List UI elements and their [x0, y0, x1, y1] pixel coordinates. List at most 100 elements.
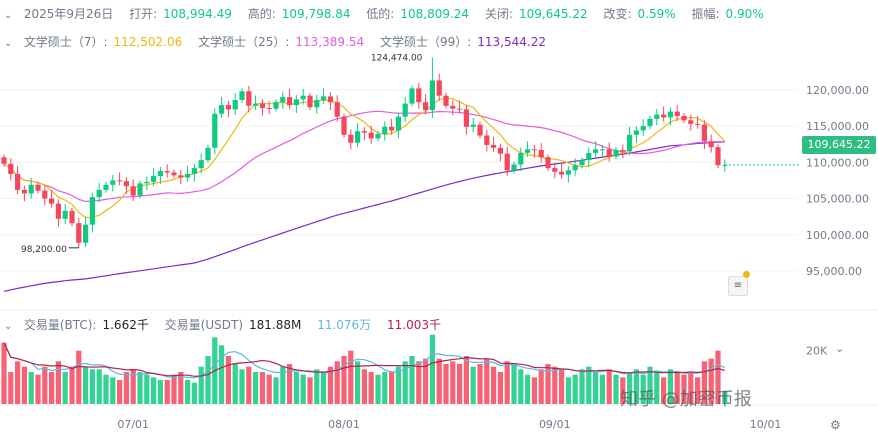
candle-body [627, 134, 633, 152]
ma7-line [3, 97, 726, 219]
volume-bar [409, 356, 415, 404]
candle-body [395, 116, 401, 131]
fold-icon[interactable]: ⌄ [835, 342, 845, 355]
volume-bar [287, 364, 293, 404]
candle-body [307, 95, 313, 108]
candle-body [83, 224, 89, 243]
candle-body [552, 168, 558, 172]
volume-bar [647, 366, 653, 404]
close-value: 109,645.22 [518, 7, 588, 21]
volume-bar [654, 372, 660, 404]
candle-body [253, 103, 259, 106]
low-value: 108,809.24 [400, 7, 470, 21]
candle-body [647, 118, 653, 127]
y-tick-label: 100,000.00 [806, 229, 869, 242]
volume-bar [103, 374, 109, 404]
chevron-down-icon[interactable]: ⌄ [4, 321, 13, 332]
volume-bar [722, 390, 728, 404]
volume-bar [164, 380, 170, 404]
volume-bar [382, 372, 388, 404]
volume-bar [613, 374, 619, 404]
candle-body [504, 153, 510, 171]
volume-bar [334, 361, 340, 404]
candle-body [144, 181, 150, 184]
candle-body [579, 160, 585, 166]
scroll-left-icon[interactable]: ‹ [2, 366, 7, 379]
candle-body [525, 149, 531, 153]
volume-tick-label: 20K [806, 345, 828, 358]
candle-body [361, 131, 367, 133]
ma99-line [3, 141, 725, 292]
candle-body [586, 152, 592, 161]
candle-body [348, 134, 354, 143]
candle-body [21, 189, 27, 194]
candle-body [593, 149, 599, 153]
volume-usdt-value: 181.88M [249, 318, 302, 332]
volume-bar [219, 345, 225, 404]
candle-body [416, 88, 422, 103]
candle-body [389, 126, 395, 131]
candle-body [599, 149, 605, 151]
volume-bar [715, 350, 721, 404]
volume-bar [239, 369, 245, 404]
current-price-tag: 109,645.22 [802, 136, 876, 154]
notes-icon[interactable]: ≡ [728, 276, 748, 296]
volume-btc-value: 1.662千 [102, 318, 149, 332]
volume-bar [83, 366, 89, 404]
candle-body [633, 130, 639, 135]
candle-body [185, 173, 191, 178]
y-tick-label: 120,000.00 [806, 84, 869, 97]
volume-ma2-path [3, 342, 725, 377]
candle-body [436, 80, 442, 96]
volume-bar [708, 358, 714, 404]
settings-icon[interactable]: ⚙ [830, 418, 841, 432]
volume-bar [552, 366, 558, 404]
candle-body [137, 183, 143, 196]
volume-bar [89, 369, 95, 404]
volume-bar [559, 369, 565, 404]
candle-body [293, 99, 299, 106]
chevron-down-icon[interactable]: ⌄ [4, 38, 13, 49]
candle-body [497, 147, 503, 154]
candle-body [239, 91, 245, 100]
candle-body [545, 157, 551, 169]
candle-body [620, 150, 626, 152]
candle-body [429, 80, 435, 111]
candle-body [654, 114, 660, 119]
volume-bar [545, 364, 551, 404]
volume-bar [375, 374, 381, 404]
volume-bar [62, 372, 68, 404]
volume-bar [8, 372, 14, 404]
candle-body [470, 124, 476, 127]
candle-body [409, 88, 415, 104]
candle-body [640, 126, 646, 131]
candle-body [701, 124, 707, 142]
candle-body [457, 108, 463, 110]
volume-bar [402, 361, 408, 404]
low-annotation: 98,200.00 [21, 245, 67, 255]
candle-body [15, 173, 21, 190]
candle-body [103, 184, 109, 190]
candle-body [491, 144, 497, 148]
volume-bar [49, 372, 55, 404]
candle-body [606, 149, 612, 157]
volume-bar [579, 369, 585, 404]
volume-bar [178, 372, 184, 404]
high-value: 109,798.84 [281, 7, 351, 21]
annotations: 124,474.00 98,200.00 [21, 53, 800, 255]
y-tick-label: 95,000.00 [806, 265, 862, 278]
volume-bar [389, 372, 395, 404]
chevron-down-icon[interactable]: ⌄ [4, 10, 13, 21]
candle-body [151, 176, 157, 182]
candle-body [484, 135, 490, 145]
change-value: 0.59% [637, 7, 676, 21]
volume-bar [667, 369, 673, 404]
candle-body [341, 116, 347, 135]
candle-body [171, 172, 177, 176]
volume-bar [341, 356, 347, 404]
change-label: 改变: [603, 7, 632, 21]
volume-bar [593, 372, 599, 404]
volume-bar [280, 366, 286, 404]
volume-bar [457, 364, 463, 404]
